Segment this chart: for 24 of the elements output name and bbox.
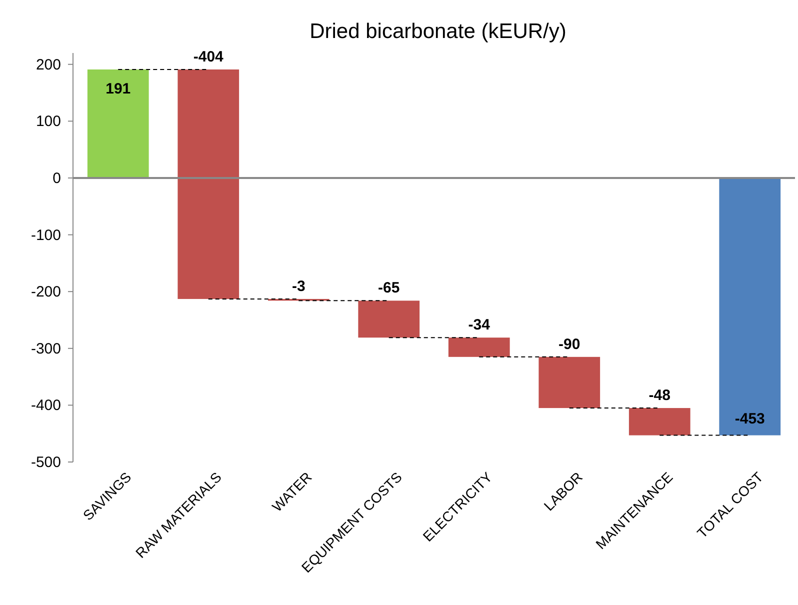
y-tick-label: -300: [30, 340, 61, 358]
y-tick-label: -100: [30, 226, 61, 244]
chart-title: Dried bicarbonate (kEUR/y): [310, 20, 566, 43]
y-tick-label: 100: [36, 113, 61, 130]
data-label: -48: [648, 387, 670, 404]
data-label: -34: [468, 316, 491, 334]
y-tick-label: -400: [30, 397, 61, 414]
data-label: -453: [734, 410, 765, 428]
bar: [87, 69, 149, 178]
y-tick-label: -200: [30, 284, 61, 301]
y-tick-label: -500: [30, 454, 61, 471]
bar: [448, 338, 510, 357]
data-label: -65: [378, 280, 400, 297]
y-tick-label: 0: [52, 170, 61, 187]
data-label: -404: [193, 48, 224, 66]
bar: [719, 178, 781, 436]
bar: [358, 300, 420, 338]
data-label: -3: [292, 278, 306, 295]
data-label: -90: [558, 336, 580, 353]
bar: [538, 356, 600, 408]
data-label: 191: [106, 80, 131, 98]
y-tick-label: 200: [36, 56, 61, 74]
bar: [178, 69, 240, 299]
bar: [628, 408, 690, 436]
